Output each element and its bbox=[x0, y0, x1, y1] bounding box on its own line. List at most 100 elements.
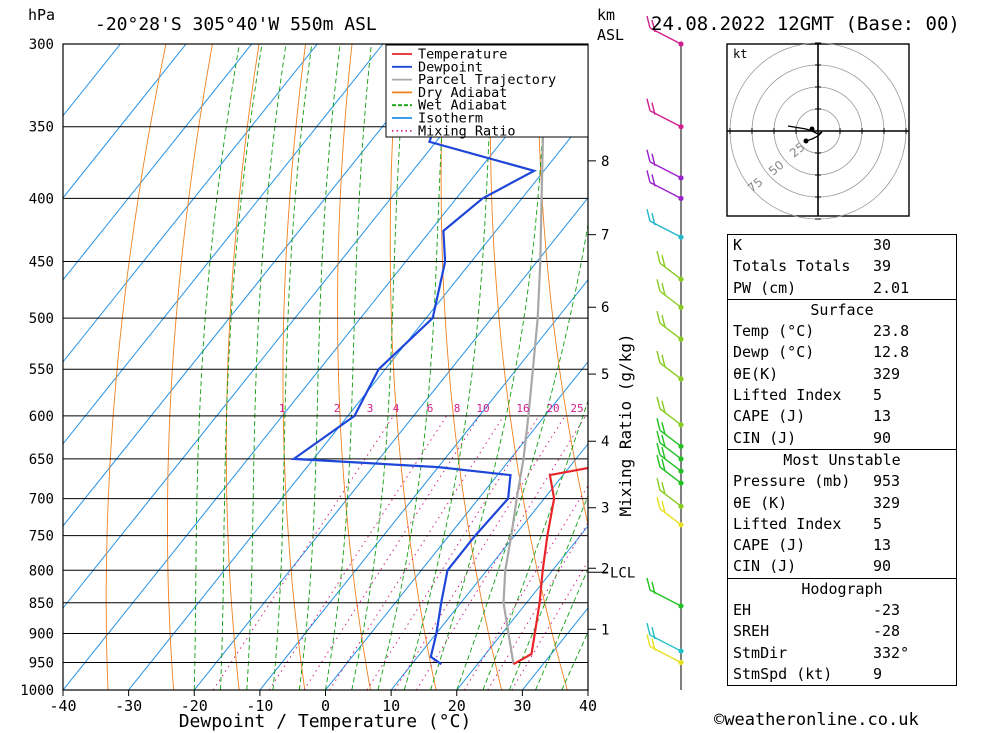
pressure-tick-label: 750 bbox=[29, 529, 54, 545]
most-unstable-row: CAPE (J) 13 bbox=[728, 535, 956, 556]
surface-label: CIN (J) bbox=[733, 428, 797, 447]
most-unstable-row: CIN (J) 90 bbox=[728, 556, 956, 577]
wind-barb bbox=[646, 15, 684, 47]
most-unstable-value: 90 bbox=[873, 557, 892, 576]
wind-barb bbox=[656, 442, 684, 474]
km-tick-label: 8 bbox=[601, 154, 609, 170]
location-title: -20°28'S 305°40'W 550m ASL bbox=[95, 14, 377, 35]
wind-barb-staff bbox=[659, 466, 682, 484]
mixing-ratio-line bbox=[366, 415, 540, 690]
most-unstable-title: Most Unstable bbox=[783, 450, 901, 469]
wind-barb bbox=[656, 310, 684, 342]
km-tick-label: 5 bbox=[601, 367, 609, 383]
wind-barb-flag bbox=[661, 446, 666, 460]
hodograph-stat-label: StmDir bbox=[733, 643, 788, 662]
temperature-line bbox=[512, 466, 588, 666]
index-label: Totals Totals bbox=[733, 257, 851, 276]
wind-barb-flag bbox=[656, 418, 661, 431]
wind-barb-staff bbox=[659, 442, 682, 460]
wind-barb-flag bbox=[646, 15, 651, 29]
most-unstable-label: Lifted Index bbox=[733, 514, 842, 533]
lcl-label: LCL bbox=[610, 565, 635, 581]
index-row: K 30 bbox=[728, 235, 956, 256]
wind-barb-flag bbox=[646, 149, 651, 163]
surface-row: Lifted Index 5 bbox=[728, 385, 956, 406]
wind-barb-flag bbox=[656, 430, 661, 444]
index-label: K bbox=[733, 236, 743, 254]
mixing-ratio-line bbox=[511, 560, 588, 690]
isotherm-line bbox=[63, 44, 253, 281]
most-unstable-label: CAPE (J) bbox=[733, 536, 806, 555]
surface-value: 5 bbox=[873, 386, 883, 405]
x-tick-label: -30 bbox=[115, 697, 142, 715]
hodograph-panel-title: Hodograph bbox=[801, 579, 883, 598]
surface-value: 329 bbox=[873, 364, 901, 383]
wind-barb bbox=[656, 418, 684, 449]
mixing-ratio-label: 20 bbox=[546, 402, 559, 415]
surface-value: 23.8 bbox=[873, 322, 910, 341]
surface-label: Temp (°C) bbox=[733, 322, 815, 341]
mixing-ratio-label: 2 bbox=[334, 402, 341, 415]
parcel-trajectory-line bbox=[502, 44, 549, 665]
wind-barb bbox=[646, 208, 684, 240]
wind-barb bbox=[656, 279, 684, 310]
pressure-tick-label: 900 bbox=[29, 626, 54, 642]
x-tick-label: -10 bbox=[246, 697, 273, 715]
wind-barb-flag bbox=[656, 442, 661, 456]
wind-barb-flag bbox=[661, 422, 666, 435]
mixing-ratio-line bbox=[394, 415, 566, 690]
most-unstable-row: Lifted Index 5 bbox=[728, 514, 956, 535]
hodograph-stat-label: EH bbox=[733, 601, 752, 620]
wet-adiabat-line bbox=[193, 44, 240, 690]
wind-barb bbox=[656, 250, 684, 282]
index-value: 2.01 bbox=[873, 278, 910, 297]
pressure-tick-label: 400 bbox=[29, 191, 54, 207]
wind-barb-flag bbox=[661, 254, 666, 268]
hodograph-stat-row: StmSpd (kt) 9 bbox=[728, 664, 956, 685]
dry-adiabat-line bbox=[225, 44, 260, 690]
surface-title: Surface bbox=[810, 300, 874, 319]
wind-barb-flag bbox=[656, 496, 661, 509]
wind-barb-flag bbox=[661, 400, 666, 413]
wind-barb-staff bbox=[659, 322, 682, 340]
surface-label: θE(K) bbox=[733, 364, 779, 383]
wind-barb-flag bbox=[661, 482, 666, 495]
x-tick-label: 0 bbox=[321, 697, 330, 715]
hodograph-stat-row: SREH -28 bbox=[728, 621, 956, 642]
x-tick-label: 10 bbox=[382, 697, 400, 715]
most-unstable-label: Pressure (mb) bbox=[733, 472, 851, 491]
most-unstable-value: 5 bbox=[873, 514, 883, 533]
wind-barb-flag bbox=[656, 478, 661, 491]
pressure-tick-label: 1000 bbox=[20, 683, 54, 699]
km-tick-label: 3 bbox=[601, 501, 609, 517]
surface-label: CAPE (J) bbox=[733, 407, 806, 426]
wind-barb-staff bbox=[659, 362, 682, 380]
wind-barb-flag bbox=[646, 577, 651, 591]
wind-barb-flag bbox=[651, 174, 656, 187]
surface-label: Lifted Index bbox=[733, 386, 842, 405]
wind-barb bbox=[656, 350, 684, 382]
wet-adiabat-line bbox=[351, 44, 408, 690]
isotherm-line bbox=[63, 44, 187, 199]
wind-barb-staff bbox=[659, 508, 682, 526]
index-row: Totals Totals 39 bbox=[728, 256, 956, 277]
wind-barb-dot bbox=[678, 648, 684, 654]
pressure-tick-label: 300 bbox=[29, 37, 54, 53]
wind-barb-flag bbox=[661, 354, 666, 368]
most-unstable-label: CIN (J) bbox=[733, 557, 797, 576]
wind-barb-flag bbox=[661, 434, 666, 448]
wind-barb-flag bbox=[656, 279, 661, 292]
dry-adiabat-line bbox=[105, 44, 167, 690]
wet-adiabat-line bbox=[246, 44, 287, 690]
mixing-ratio-label: 8 bbox=[454, 402, 461, 415]
most-unstable-value: 13 bbox=[873, 536, 892, 555]
km-tick-label: 1 bbox=[601, 622, 609, 638]
hodograph-stat-row: EH -23 bbox=[728, 600, 956, 621]
wet-adiabat-line bbox=[220, 44, 263, 690]
unit-asl: ASL bbox=[597, 26, 624, 44]
wet-adiabat-line bbox=[298, 44, 341, 690]
hodograph-stat-value: 332° bbox=[873, 643, 910, 662]
x-tick-label: 40 bbox=[579, 697, 597, 715]
